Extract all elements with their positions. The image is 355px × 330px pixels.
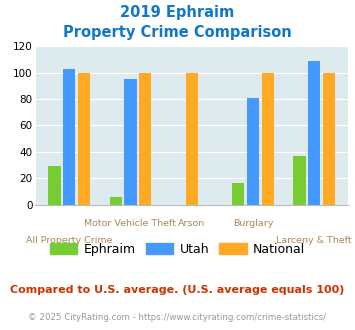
Text: All Property Crime: All Property Crime	[26, 236, 113, 245]
Text: Property Crime Comparison: Property Crime Comparison	[63, 25, 292, 40]
Bar	[124, 79, 137, 205]
Text: Larceny & Theft: Larceny & Theft	[277, 236, 352, 245]
Bar	[323, 73, 335, 205]
Bar	[139, 73, 151, 205]
Text: Compared to U.S. average. (U.S. average equals 100): Compared to U.S. average. (U.S. average …	[10, 285, 345, 295]
Bar	[78, 73, 90, 205]
Legend: Ephraim, Utah, National: Ephraim, Utah, National	[45, 238, 310, 261]
Text: © 2025 CityRating.com - https://www.cityrating.com/crime-statistics/: © 2025 CityRating.com - https://www.city…	[28, 314, 327, 322]
Text: Arson: Arson	[178, 219, 205, 228]
Bar	[63, 69, 75, 205]
Bar	[293, 156, 306, 205]
Bar	[186, 73, 198, 205]
Bar	[247, 98, 259, 205]
Bar	[110, 197, 122, 205]
Text: Burglary: Burglary	[233, 219, 273, 228]
Bar	[232, 183, 244, 205]
Text: Motor Vehicle Theft: Motor Vehicle Theft	[84, 219, 176, 228]
Text: 2019 Ephraim: 2019 Ephraim	[120, 5, 235, 20]
Bar	[48, 166, 61, 205]
Bar	[308, 61, 320, 205]
Bar	[262, 73, 274, 205]
